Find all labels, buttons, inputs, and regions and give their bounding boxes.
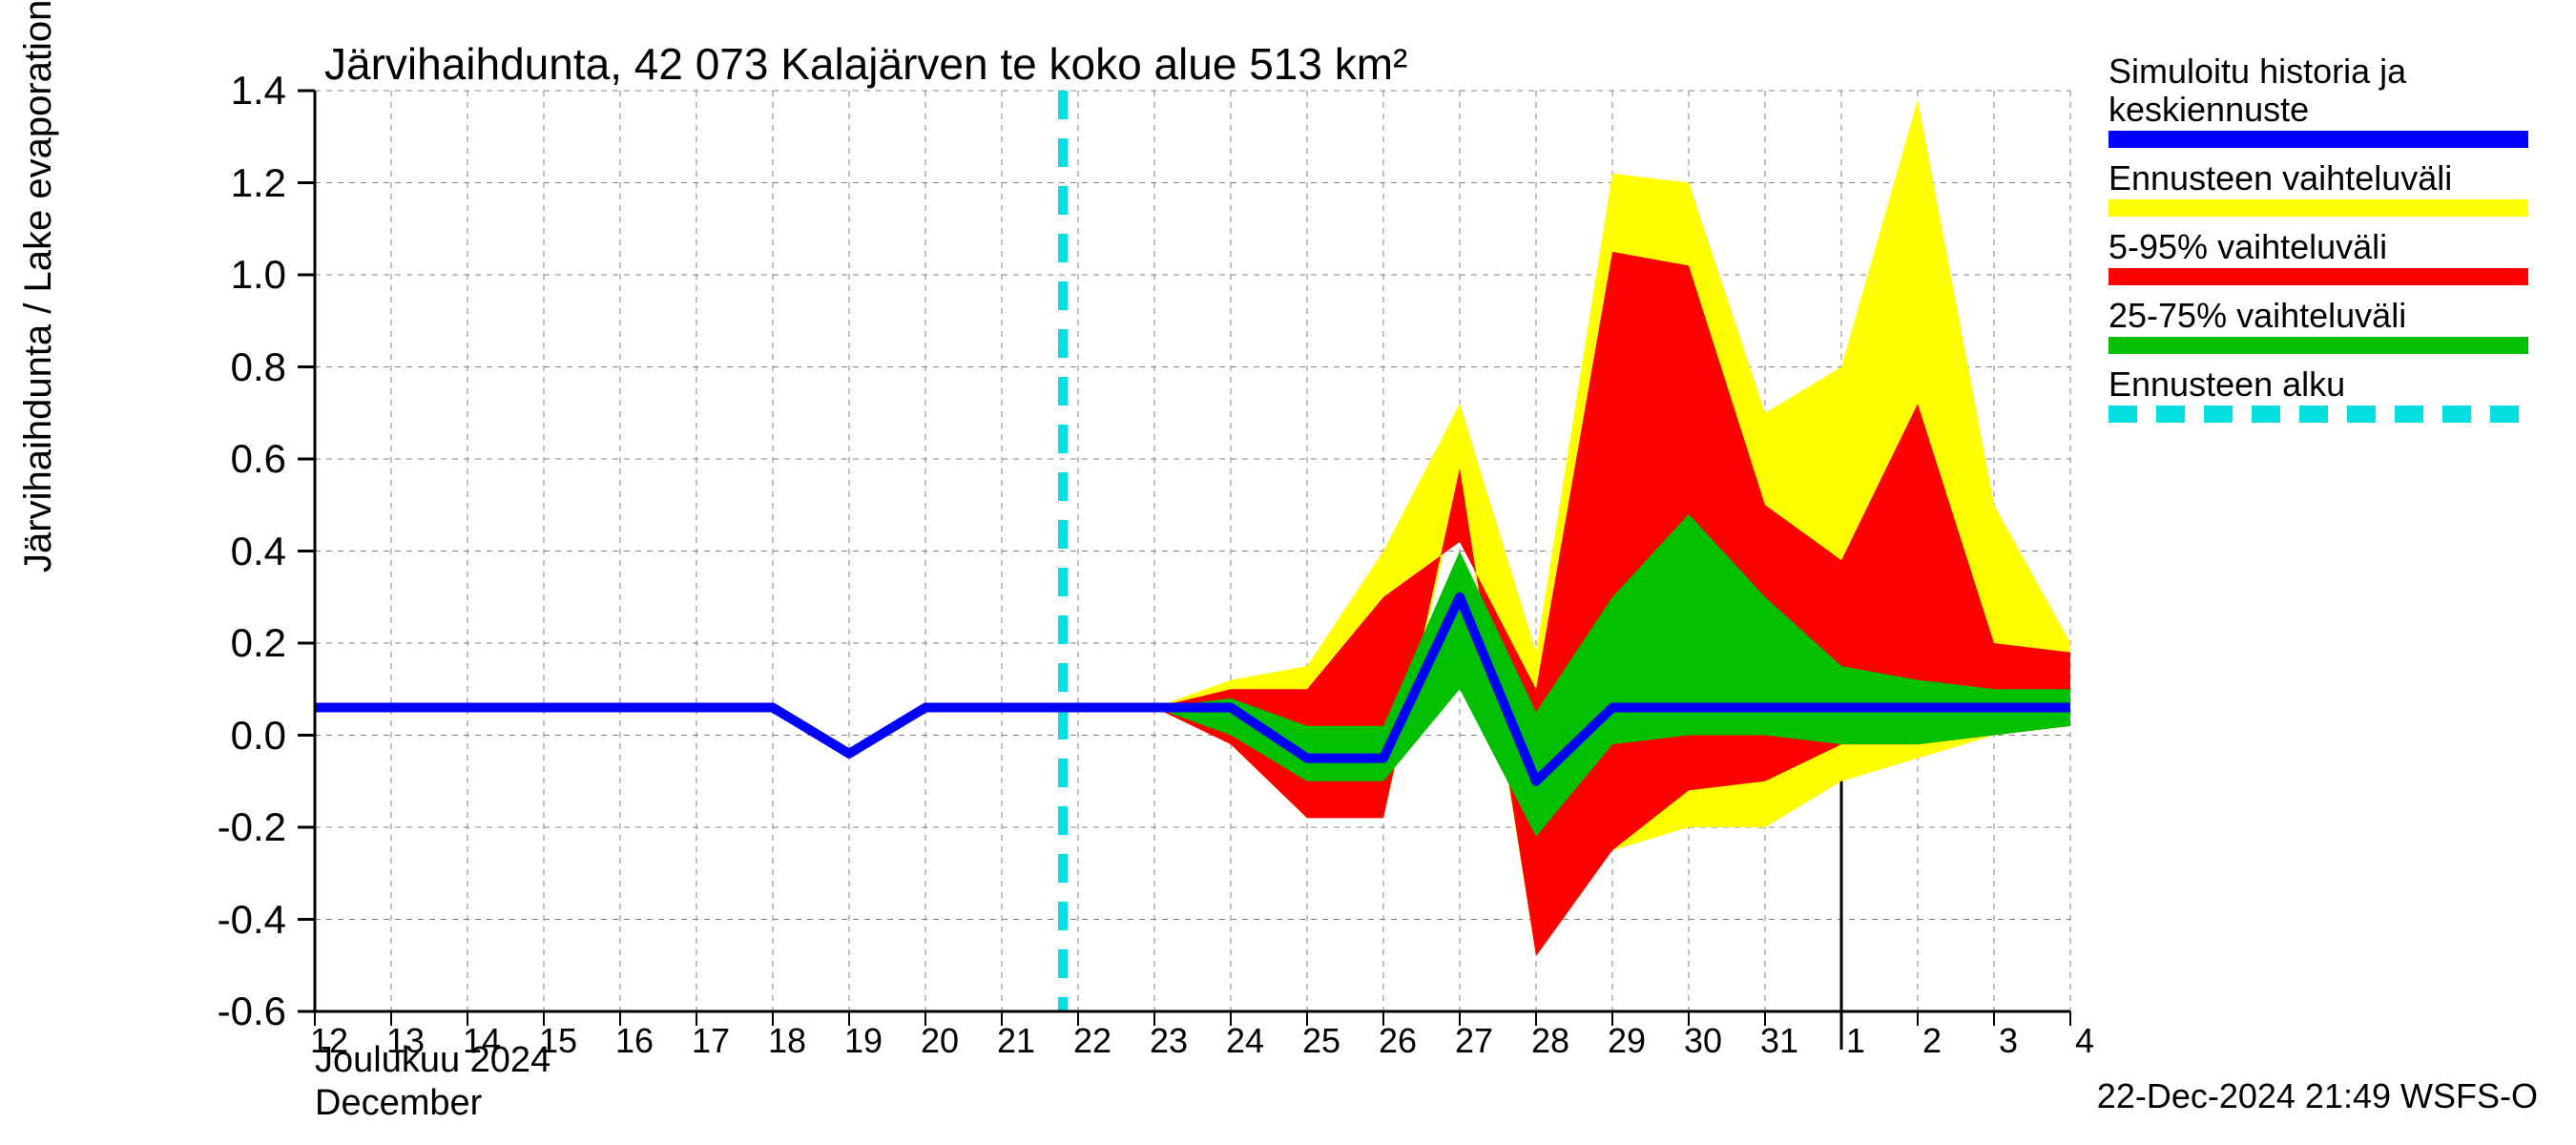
x-tick-label: 31 <box>1755 1021 1803 1061</box>
legend-entry: Simuloitu historia ja keskiennuste <box>2109 52 2528 148</box>
x-tick-label: 25 <box>1298 1021 1345 1061</box>
y-tick-label: 0.6 <box>181 436 286 482</box>
y-tick-label: -0.6 <box>181 989 286 1034</box>
y-tick-label: 0.2 <box>181 620 286 666</box>
legend-swatch <box>2109 406 2528 423</box>
legend-swatch <box>2109 268 2528 285</box>
y-tick-label: 0.0 <box>181 713 286 759</box>
y-tick-label: 0.8 <box>181 344 286 390</box>
x-tick-label: 23 <box>1145 1021 1193 1061</box>
x-tick-label: 2 <box>1908 1021 1956 1061</box>
legend-label: 5-95% vaihteluväli <box>2109 228 2528 266</box>
x-tick-label: 14 <box>458 1021 506 1061</box>
y-tick-label: 0.4 <box>181 529 286 574</box>
x-tick-label: 3 <box>1984 1021 2032 1061</box>
y-tick-label: 1.4 <box>181 68 286 114</box>
chart-container: Järvihaihdunta, 42 073 Kalajärven te kok… <box>0 0 2576 1145</box>
y-tick-label: 1.2 <box>181 160 286 206</box>
x-tick-label: 16 <box>611 1021 658 1061</box>
x-tick-label: 19 <box>840 1021 887 1061</box>
x-tick-label: 20 <box>916 1021 964 1061</box>
x-tick-label: 21 <box>992 1021 1040 1061</box>
x-tick-label: 30 <box>1679 1021 1727 1061</box>
x-tick-label: 26 <box>1374 1021 1422 1061</box>
legend-swatch <box>2109 131 2528 148</box>
x-tick-label: 13 <box>382 1021 429 1061</box>
x-tick-label: 17 <box>687 1021 735 1061</box>
legend-label: Ennusteen vaihteluväli <box>2109 159 2528 198</box>
legend-entry: Ennusteen vaihteluväli <box>2109 159 2528 217</box>
legend-label: 25-75% vaihteluväli <box>2109 297 2528 335</box>
legend-entry: Ennusteen alku <box>2109 365 2528 423</box>
x-tick-label: 29 <box>1603 1021 1651 1061</box>
legend-entry: 25-75% vaihteluväli <box>2109 297 2528 354</box>
legend-swatch <box>2109 337 2528 354</box>
legend-swatch <box>2109 199 2528 217</box>
legend: Simuloitu historia ja keskiennuste Ennust… <box>2109 52 2528 434</box>
x-tick-label: 27 <box>1450 1021 1498 1061</box>
x-tick-label: 1 <box>1832 1021 1880 1061</box>
x-tick-label: 15 <box>534 1021 582 1061</box>
y-tick-label: -0.2 <box>181 804 286 850</box>
x-tick-label: 24 <box>1221 1021 1269 1061</box>
x-tick-label: 28 <box>1527 1021 1574 1061</box>
legend-label: Ennusteen alku <box>2109 365 2528 404</box>
x-tick-label: 22 <box>1069 1021 1116 1061</box>
legend-entry: 5-95% vaihteluväli <box>2109 228 2528 285</box>
x-tick-label: 4 <box>2061 1021 2109 1061</box>
y-tick-label: 1.0 <box>181 252 286 298</box>
x-tick-label: 18 <box>763 1021 811 1061</box>
x-tick-label: 12 <box>305 1021 353 1061</box>
legend-label: Simuloitu historia ja keskiennuste <box>2109 52 2528 129</box>
y-tick-label: -0.4 <box>181 897 286 943</box>
